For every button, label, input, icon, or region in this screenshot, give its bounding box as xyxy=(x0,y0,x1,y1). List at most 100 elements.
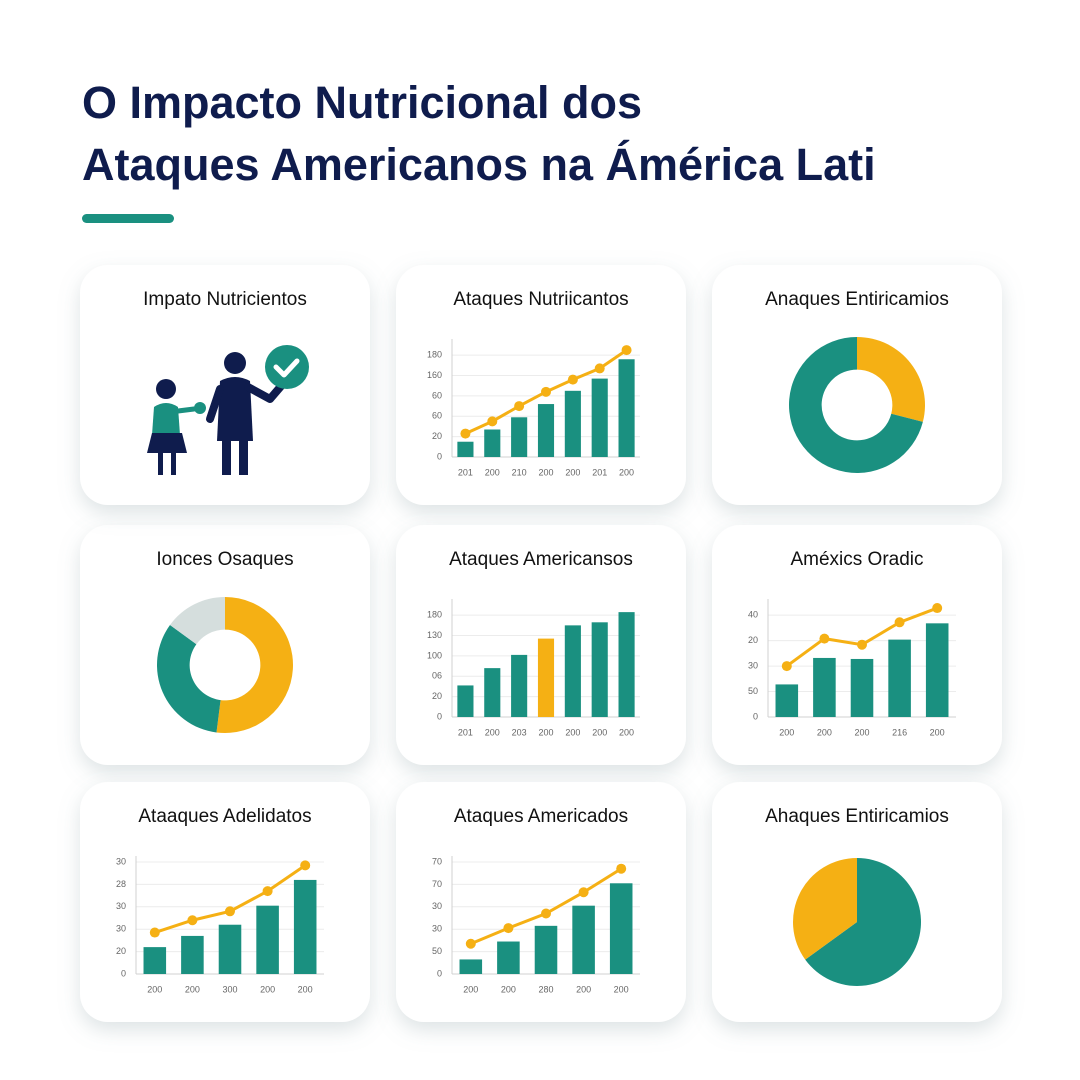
check-icon xyxy=(265,345,309,389)
x-tick-label: 200 xyxy=(576,984,591,994)
card-title: Ionces Osaques xyxy=(156,549,293,570)
x-tick-label: 200 xyxy=(298,984,313,994)
bar xyxy=(925,623,949,717)
x-tick-label: 200 xyxy=(930,727,945,737)
line-point xyxy=(514,401,525,412)
adult-figure xyxy=(206,352,286,475)
bar xyxy=(813,657,836,717)
bar xyxy=(534,925,558,974)
y-tick-label: 0 xyxy=(437,711,442,721)
y-tick-label: 06 xyxy=(432,671,442,681)
bar xyxy=(484,429,501,457)
bar xyxy=(293,879,317,974)
card-title: Anaques Entiricamios xyxy=(765,289,949,310)
y-tick-label: 70 xyxy=(432,879,442,889)
bar xyxy=(618,359,635,457)
child-figure xyxy=(147,379,206,475)
x-tick-label: 200 xyxy=(619,727,634,737)
slice xyxy=(793,858,857,960)
card xyxy=(80,525,370,765)
y-tick-label: 0 xyxy=(437,968,442,978)
bar xyxy=(256,905,279,974)
x-tick-label: 200 xyxy=(463,984,478,994)
chart-card: Ataaques Adelidatos 0 20 30 30 28 30 200 200 300 2… xyxy=(80,782,370,1022)
x-tick-label: 200 xyxy=(147,984,162,994)
y-tick-label: 60 xyxy=(432,390,442,400)
line-point xyxy=(300,860,311,871)
x-tick-label: 200 xyxy=(501,984,516,994)
bar xyxy=(888,639,911,717)
y-tick-label: 30 xyxy=(116,856,126,866)
bar xyxy=(218,924,242,974)
bar xyxy=(511,654,528,717)
page-title-line: Ataques Americanos na Ámérica Lati xyxy=(82,139,876,190)
y-tick-label: 180 xyxy=(427,350,442,360)
chart-card: Ataques Americados 0 50 30 30 70 70 200 200 280 20… xyxy=(396,782,686,1022)
chart-card: Ataques Nutriicantos 0 20 60 60 160 180 201 200 2… xyxy=(396,265,686,505)
illustration: Impato Nutricientos xyxy=(80,265,370,505)
y-tick-label: 70 xyxy=(432,856,442,866)
x-tick-label: 200 xyxy=(538,727,553,737)
chart-card: Ahaques Entiricamios xyxy=(712,782,1002,1022)
title-underline xyxy=(82,214,174,223)
y-tick-label: 0 xyxy=(121,968,126,978)
x-tick-label: 200 xyxy=(565,727,580,737)
x-tick-label: 280 xyxy=(538,984,553,994)
x-tick-label: 200 xyxy=(565,467,580,477)
line-point xyxy=(541,908,551,919)
y-tick-label: 130 xyxy=(427,630,442,640)
line-point xyxy=(857,639,867,650)
bar xyxy=(511,417,528,457)
line-point xyxy=(819,633,830,644)
card-title: Impato Nutricientos xyxy=(143,289,307,310)
x-tick-label: 200 xyxy=(538,467,553,477)
line-point xyxy=(187,915,198,926)
slice xyxy=(805,858,921,986)
chart-card: Ionces Osaques xyxy=(80,525,370,765)
line-point xyxy=(616,863,627,874)
x-tick-label: 201 xyxy=(592,467,607,477)
bar xyxy=(537,638,555,717)
y-tick-label: 180 xyxy=(427,610,442,620)
bar xyxy=(775,684,799,717)
y-tick-label: 30 xyxy=(116,924,126,934)
x-tick-label: 200 xyxy=(485,467,500,477)
slice xyxy=(157,625,221,733)
y-tick-label: 20 xyxy=(432,431,442,441)
card-title: Ataaques Adelidatos xyxy=(138,806,311,827)
x-tick-label: 200 xyxy=(185,984,200,994)
line-point xyxy=(460,428,471,439)
x-tick-label: 200 xyxy=(485,727,500,737)
y-tick-label: 60 xyxy=(432,411,442,421)
x-tick-label: 300 xyxy=(222,984,237,994)
x-tick-label: 200 xyxy=(614,984,629,994)
slice xyxy=(789,337,923,473)
bar xyxy=(564,390,581,457)
line-point xyxy=(262,886,273,897)
bar xyxy=(497,941,520,974)
line-point xyxy=(932,603,943,614)
x-tick-label: 200 xyxy=(260,984,275,994)
card-title: Ahaques Entiricamios xyxy=(765,806,949,827)
bar xyxy=(572,905,595,974)
bar xyxy=(484,668,501,717)
card-title: Ataques Americansos xyxy=(449,549,633,570)
y-tick-label: 160 xyxy=(427,370,442,380)
x-tick-label: 216 xyxy=(892,727,907,737)
slice xyxy=(857,337,925,422)
y-tick-label: 40 xyxy=(748,610,758,620)
line-point xyxy=(781,661,792,672)
x-tick-label: 200 xyxy=(817,727,832,737)
chart-card: Anaques Entiricamios xyxy=(712,265,1002,505)
bar xyxy=(457,441,474,457)
card-title: Améxics Oradic xyxy=(790,549,923,570)
card-title: Ataques Nutriicantos xyxy=(453,289,628,310)
line-point xyxy=(621,345,632,356)
y-tick-label: 20 xyxy=(116,946,126,956)
y-tick-label: 0 xyxy=(753,711,758,721)
card xyxy=(712,265,1002,505)
line-point xyxy=(149,927,160,938)
bar xyxy=(564,625,581,717)
